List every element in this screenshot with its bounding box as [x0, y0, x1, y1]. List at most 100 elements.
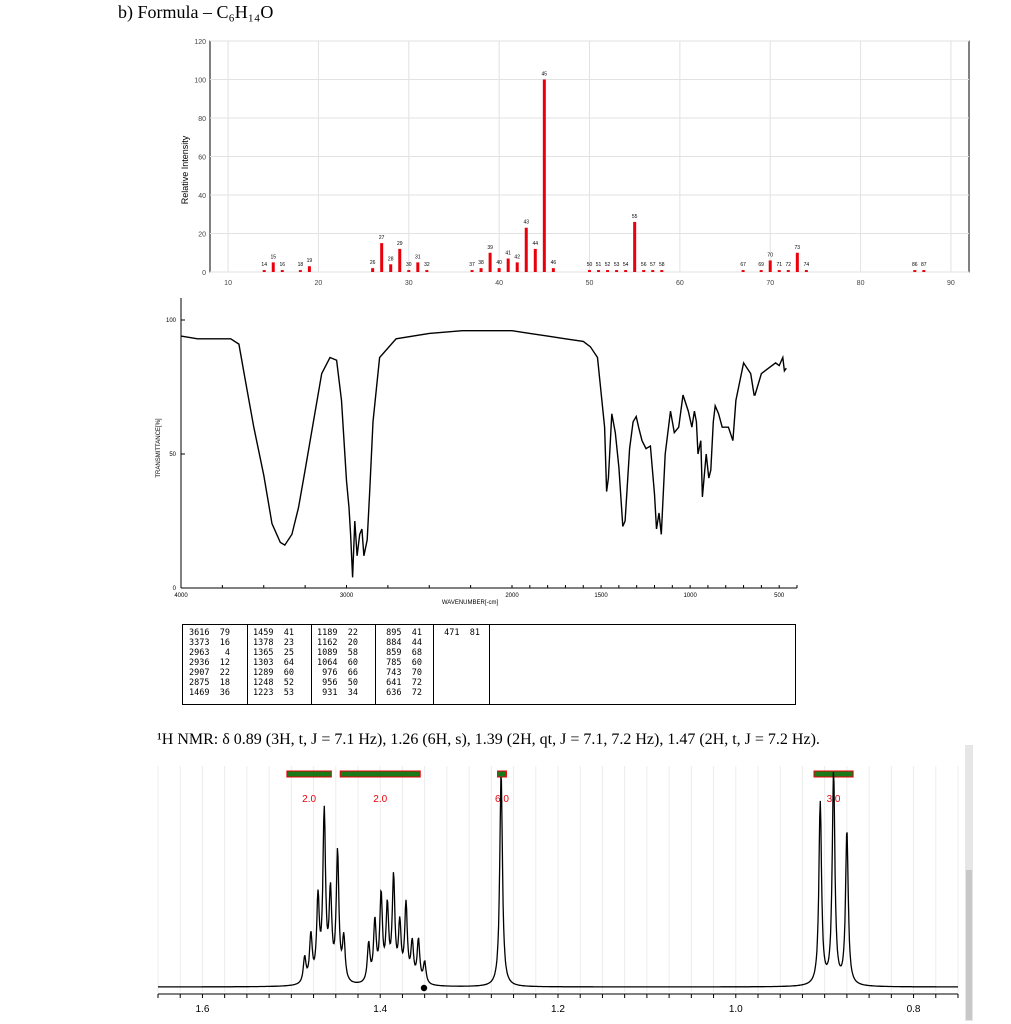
ms-bar-label: 57: [650, 262, 656, 268]
ms-bar-label: 72: [786, 262, 792, 268]
ms-bar-label: 28: [388, 256, 394, 262]
ms-bar: [488, 252, 492, 272]
ms-bar-label: 40: [496, 260, 502, 266]
ms-bar-label: 37: [469, 262, 475, 268]
ms-x-tick-label: 60: [676, 280, 684, 287]
ir-table-cell: 1064 60: [317, 658, 358, 668]
ir-x-tick-label: 4000: [174, 593, 188, 599]
ms-bar: [371, 268, 375, 272]
ms-x-tick-label: 90: [947, 280, 955, 287]
ms-bar-label: 74: [804, 262, 810, 268]
ms-bar-label: 71: [776, 262, 782, 268]
ir-table-cell: 1459 41: [253, 628, 294, 638]
ir-x-axis-label: WAVENUMBER[-cm]: [442, 600, 499, 606]
ir-table-cell: 1189 22: [317, 628, 358, 638]
nmr-x-tick-label: 1.2: [551, 1004, 565, 1015]
ms-bar-label: 86: [912, 262, 918, 268]
ir-table-cell: 1469 36: [189, 688, 230, 698]
nmr-ticks: [157, 994, 959, 998]
ms-bar: [479, 268, 483, 272]
ms-bar: [497, 268, 501, 272]
ms-bar-label: 67: [740, 262, 746, 268]
ir-x-tick-label: 1500: [594, 593, 608, 599]
ms-bar-label: 58: [659, 262, 665, 268]
ms-bars: [262, 79, 926, 272]
ir-y-tick-label: 100: [166, 318, 177, 324]
ms-bar-label: 50: [587, 262, 593, 268]
ir-transmittance-trace: [180, 330, 787, 578]
ms-bar: [759, 270, 763, 272]
ms-y-axis-label: Relative Intensity: [180, 135, 190, 204]
ms-bar: [588, 270, 591, 272]
ir-table-cell: 2875 18: [189, 678, 230, 688]
ir-y-tick-label: 50: [169, 452, 176, 458]
ms-bar-label: 55: [632, 214, 638, 220]
ms-bar-label: 53: [614, 262, 620, 268]
ms-bar-label: 56: [641, 262, 647, 268]
ms-bar-label: 15: [270, 254, 276, 260]
nmr-x-tick-label: 1.6: [195, 1004, 209, 1015]
ms-bar: [407, 270, 411, 272]
ms-bar-label: 43: [523, 220, 529, 226]
nmr-integral-bar: [339, 770, 421, 778]
ms-bar: [298, 270, 302, 272]
ms-bar: [398, 248, 402, 272]
ir-table-cell: 2907 22: [189, 668, 230, 678]
ms-bar-label: 54: [623, 262, 629, 268]
ms-bar: [470, 270, 474, 272]
ir-table-cell: 1289 60: [253, 668, 294, 678]
ms-bar: [271, 262, 275, 272]
nmr-x-tick-label: 0.8: [907, 1004, 921, 1015]
ms-bar-label: 30: [406, 262, 412, 268]
ms-bar-label: 16: [280, 262, 286, 268]
ms-bar: [597, 270, 601, 272]
ms-bar-label: 38: [478, 260, 484, 266]
ms-bar: [506, 258, 510, 272]
ms-bar: [768, 260, 772, 272]
ir-table-cell: 743 70: [381, 668, 422, 678]
ms-x-tick-label: 80: [857, 280, 865, 287]
ms-bar: [615, 270, 619, 272]
ms-bar-label: 42: [514, 254, 520, 260]
ms-bar: [795, 252, 799, 272]
ms-y-tick-label: 80: [198, 116, 206, 123]
ms-x-tick-labels: 10 20 30 40 50 60 70 80 90: [224, 280, 955, 287]
scrollbar-thumb[interactable]: [966, 870, 972, 1020]
ms-y-tick-label: 120: [194, 39, 206, 46]
ms-x-tick-label: 50: [586, 280, 594, 287]
ir-table-cell: 636 72: [381, 688, 422, 698]
ms-bar: [606, 270, 610, 272]
ms-bar-label: 45: [542, 72, 548, 78]
ir-table-cell: 2936 12: [189, 658, 230, 668]
ms-bar: [642, 270, 646, 272]
ir-y-tick-label: 0: [173, 586, 177, 592]
ms-bar: [416, 262, 420, 272]
ms-bar-label: 26: [370, 260, 376, 266]
ir-table-cell: 785 60: [381, 658, 422, 668]
ms-bar-label: 32: [424, 262, 430, 268]
ms-bar: [624, 270, 628, 272]
ir-table-cell: 1365 25: [253, 648, 294, 658]
ms-bar-label: 39: [487, 245, 493, 251]
ir-x-tick-labels: 4000 3000 2000 1500 1000 500: [174, 593, 785, 599]
ms-bar-label: 73: [795, 245, 801, 251]
ir-table-column: 1189 22 1162 20 1089 58 1064 60 976 66 956 …: [317, 628, 358, 698]
ir-table-column: 3616 79 3373 16 2963 4 2936 12 2907 22 2875 1…: [189, 628, 230, 698]
nmr-x-tick-label: 1.4: [373, 1004, 387, 1015]
ms-bar: [651, 270, 655, 272]
ir-table-column: 895 41 884 44 859 68 785 60 743 70 641 7…: [381, 628, 422, 698]
ms-bar-label: 18: [298, 262, 304, 268]
ir-x-tick-label: 500: [774, 593, 785, 599]
ir-x-tick-label: 1000: [683, 593, 697, 599]
ir-y-axis-label: TRANSMITTANCE[%]: [156, 418, 162, 478]
nmr-description: ¹H NMR: δ 0.89 (3H, t, J = 7.1 Hz), 1.26…: [157, 731, 820, 748]
ms-bar-label: 69: [758, 262, 764, 268]
ms-bar-label: 87: [921, 262, 927, 268]
ms-bar: [922, 270, 926, 272]
ms-y-tick-labels: 0 20 40 60 80 100 120: [194, 39, 206, 277]
ms-bar-label: 52: [605, 262, 611, 268]
ms-y-tick-label: 100: [194, 78, 206, 85]
